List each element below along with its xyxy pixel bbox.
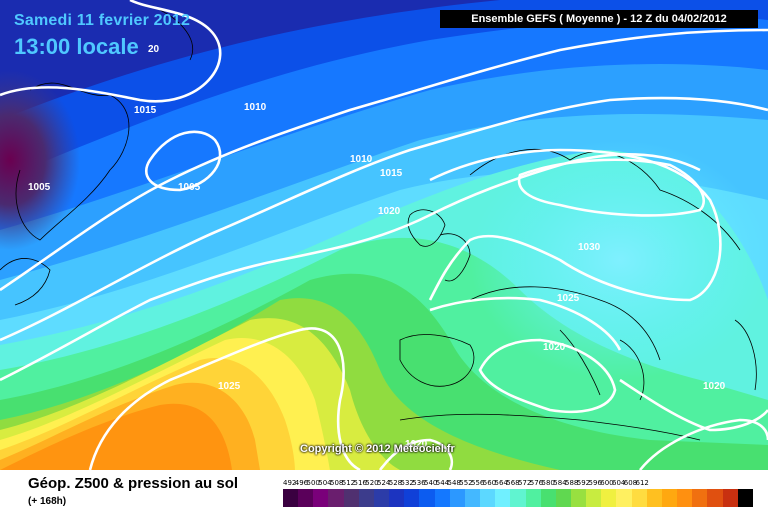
- isobar-label: 20: [148, 44, 160, 55]
- isobar-label: 1010: [244, 102, 267, 113]
- color-scale-labels: 492 496 500 504 508 512 516 520 524 528 532 536 540 5…: [283, 479, 753, 487]
- scale-value: 608: [623, 479, 638, 487]
- isobar-label: 1025: [218, 381, 241, 392]
- scale-value: 532: [400, 479, 414, 487]
- model-run-info: Ensemble GEFS ( Moyenne ) - 12 Z du 04/0…: [440, 10, 758, 28]
- legend-subtitle: (+ 168h): [28, 496, 67, 507]
- isobar-label: 1020: [703, 381, 726, 392]
- scale-swatch: [419, 489, 435, 507]
- isobar-label: 1015: [134, 105, 157, 116]
- scale-swatch: [692, 489, 708, 507]
- scale-swatch: [343, 489, 359, 507]
- scale-swatch: [707, 489, 723, 507]
- scale-value: 596: [588, 479, 602, 487]
- scale-swatch: [540, 489, 556, 507]
- scale-value: 548: [447, 479, 461, 487]
- scale-swatch: [404, 489, 420, 507]
- scale-value: 580: [541, 479, 555, 487]
- scale-swatch: [495, 489, 511, 507]
- scale-value: 592: [576, 479, 591, 487]
- scale-swatch: [283, 489, 299, 507]
- isobar-label: 1020: [405, 439, 428, 450]
- scale-swatch: [601, 489, 617, 507]
- scale-swatch: [464, 489, 481, 507]
- scale-value: 584: [553, 479, 567, 487]
- scale-value: 568: [506, 479, 520, 487]
- isobar-label: 1015: [380, 168, 403, 179]
- scale-swatch: [570, 489, 587, 507]
- scale-value: 492: [283, 479, 297, 487]
- scale-value: 552: [459, 479, 473, 487]
- forecast-time: 13:00 locale: [14, 34, 139, 59]
- scale-value: 612: [635, 479, 649, 487]
- scale-value: 600: [600, 479, 614, 487]
- scale-swatch: [722, 489, 738, 507]
- scale-swatch: [298, 489, 314, 507]
- scale-value: 556: [471, 479, 485, 487]
- scale-value: 512: [341, 479, 356, 487]
- scale-value: 564: [494, 479, 508, 487]
- legend-footer: Géop. Z500 & pression au sol (+ 168h) 49…: [0, 470, 768, 512]
- scale-value: 572: [518, 479, 532, 487]
- scale-swatch: [737, 489, 753, 507]
- copyright-notice: Copyright © 2012 Meteociel.fr: [300, 443, 455, 455]
- scale-value: 508: [330, 479, 344, 487]
- isobar-label: 1005: [178, 182, 201, 193]
- isobar-label: 1020: [543, 342, 566, 353]
- scale-swatch: [313, 489, 329, 507]
- isobar-label: 1005: [28, 182, 51, 193]
- forecast-date: Samedi 11 fevrier 2012: [14, 12, 191, 29]
- scale-value: 536: [412, 479, 426, 487]
- scale-value: 496: [294, 479, 309, 487]
- scale-value: 504: [318, 479, 332, 487]
- scale-swatch: [677, 489, 693, 507]
- legend-title: Géop. Z500 & pression au sol: [28, 475, 239, 492]
- scale-value: 588: [565, 479, 579, 487]
- scale-swatch: [616, 489, 632, 507]
- isobars: [0, 0, 768, 470]
- color-scale-bar: [283, 489, 753, 507]
- scale-swatch: [525, 489, 541, 507]
- scale-swatch: [449, 489, 465, 507]
- z500-low-violet: [0, 70, 80, 250]
- z500-europe-zone: [470, 140, 768, 380]
- scale-value: 540: [424, 479, 438, 487]
- scale-value: 576: [529, 479, 544, 487]
- scale-value: 528: [388, 479, 403, 487]
- scale-value: 500: [306, 479, 320, 487]
- scale-value: 524: [377, 479, 391, 487]
- scale-swatch: [480, 489, 496, 507]
- z500-band-592: [0, 403, 232, 470]
- scale-swatch: [586, 489, 602, 507]
- isobar-label: 1010: [350, 154, 373, 165]
- isobar-label: 1030: [578, 242, 601, 253]
- scale-swatch: [631, 489, 647, 507]
- scale-swatch: [328, 489, 344, 507]
- scale-value: 544: [435, 479, 450, 487]
- scale-swatch: [389, 489, 405, 507]
- scale-swatch: [373, 489, 390, 507]
- isobar-labels: 20 1015 1010 1010 1015 1005 1005 1020 10…: [28, 44, 726, 450]
- scale-swatch: [358, 489, 374, 507]
- scale-value: 560: [482, 479, 497, 487]
- scale-value: 516: [353, 479, 367, 487]
- color-scale: 492 496 500 504 508 512 516 520 524 528 532 536 540 5…: [283, 479, 753, 507]
- scale-swatch: [646, 489, 662, 507]
- scale-value: 604: [612, 479, 626, 487]
- scale-swatch: [510, 489, 526, 507]
- scale-value: 520: [365, 479, 379, 487]
- weather-map: 20 1015 1010 1010 1015 1005 1005 1020 10…: [0, 0, 768, 470]
- coastlines: [0, 9, 757, 441]
- scale-swatch: [434, 489, 450, 507]
- scale-swatch: [555, 489, 571, 507]
- isobar-label: 1025: [557, 293, 580, 304]
- scale-swatch: [661, 489, 678, 507]
- isobar-label: 1020: [378, 206, 401, 217]
